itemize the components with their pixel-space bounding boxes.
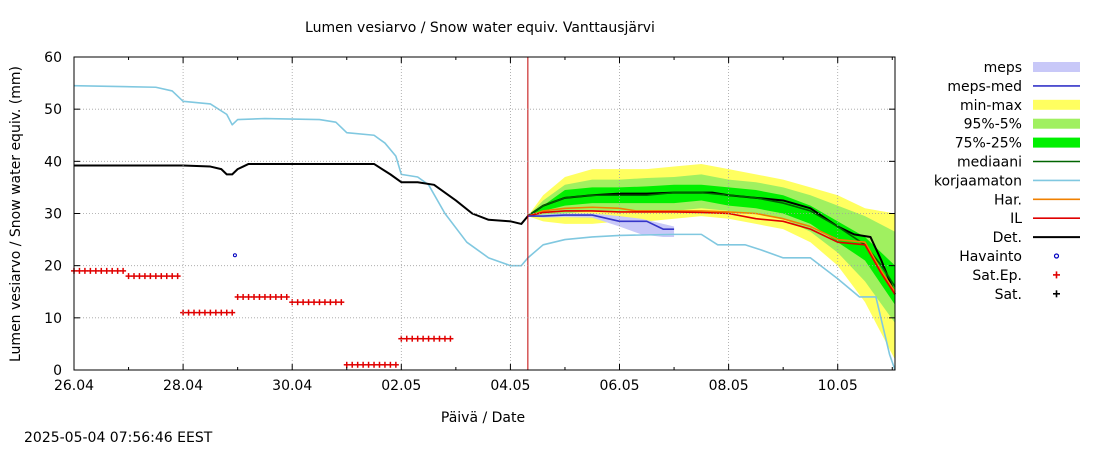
x-tick-label: 06.05	[599, 378, 639, 394]
legend-label: meps-med	[947, 79, 1022, 95]
legend-swatch	[1033, 137, 1080, 148]
legend-item-meps: meps	[984, 60, 1080, 76]
legend-label: 75%-25%	[955, 136, 1022, 152]
band-meps	[527, 213, 675, 237]
legend-item-har: Har.	[994, 192, 1080, 208]
x-tick-label: 26.04	[54, 378, 94, 394]
series-il	[527, 210, 896, 295]
series-meps-med	[527, 214, 675, 230]
legend-swatch	[1033, 62, 1080, 72]
legend-label: IL	[1010, 211, 1022, 227]
legend-label: Sat.Ep.	[972, 268, 1022, 284]
sat-ep-markers	[398, 335, 454, 342]
legend-item-sat: Sat.	[995, 287, 1060, 303]
legend-swatch	[1033, 118, 1080, 129]
legend-item-havainto: Havainto	[959, 249, 1060, 265]
legend-swatch	[1033, 99, 1080, 110]
legend-label: Sat.	[995, 287, 1022, 303]
band-p75-25	[527, 184, 895, 305]
series-det	[74, 162, 896, 295]
legend-item-p95-5: 95%-5%	[964, 117, 1080, 133]
legend-label: mediaani	[957, 155, 1022, 171]
sat-ep-markers	[71, 267, 127, 274]
legend-label: Havainto	[959, 249, 1022, 265]
sat-ep-markers	[343, 361, 399, 368]
x-tick-label: 30.04	[272, 378, 312, 394]
y-tick-label: 60	[44, 50, 62, 66]
x-axis-label: Päivä / Date	[441, 410, 525, 426]
sat-ep-markers	[234, 293, 290, 300]
legend: meps meps-med min-max 95%-5% 75%-25% mediaani…	[934, 60, 1080, 303]
legend-item-sat-ep: Sat.Ep.	[972, 268, 1060, 284]
sat-ep-markers	[125, 273, 181, 280]
y-tick-label: 50	[44, 102, 62, 118]
y-tick-label: 40	[44, 154, 62, 170]
x-tick-label: 08.05	[709, 378, 749, 394]
legend-label: meps	[984, 60, 1022, 76]
legend-swatch	[1053, 253, 1060, 259]
x-tick-label: 10.05	[818, 378, 858, 394]
legend-item-meps-med: meps-med	[947, 79, 1080, 95]
legend-item-korjaamaton: korjaamaton	[934, 173, 1080, 189]
sat-ep-markers	[180, 309, 236, 316]
legend-item-p75-25: 75%-25%	[955, 136, 1080, 152]
legend-item-det: Det.	[993, 230, 1080, 246]
legend-item-mediaani: mediaani	[957, 155, 1080, 171]
legend-item-il: IL	[1010, 211, 1080, 227]
x-tick-label: 02.05	[381, 378, 421, 394]
legend-item-min-max: min-max	[960, 98, 1080, 114]
timestamp: 2025-05-04 07:56:46 EEST	[24, 430, 213, 446]
y-tick-label: 20	[44, 259, 62, 275]
axes: 0 10 20 30 40 50 60 26.04 28.04 30.04 02.05 04.05 06…	[44, 50, 895, 394]
grid-lines	[74, 57, 895, 370]
legend-label: Det.	[993, 230, 1022, 246]
sat-ep-markers	[289, 299, 345, 306]
legend-label: korjaamaton	[934, 173, 1022, 189]
plot-area	[71, 57, 896, 371]
legend-label: Har.	[994, 192, 1022, 208]
y-tick-label: 10	[44, 311, 62, 327]
series-har	[527, 206, 896, 293]
series-mediaani	[527, 191, 896, 287]
legend-label: min-max	[960, 98, 1022, 114]
series-korjaamaton	[73, 84, 896, 371]
havainto-point	[232, 253, 237, 258]
x-tick-label: 04.05	[490, 378, 530, 394]
y-tick-label: 30	[44, 207, 62, 223]
x-tick-label: 28.04	[163, 378, 203, 394]
chart-title: Lumen vesiarvo / Snow water equiv. Vantt…	[305, 20, 655, 36]
legend-label: 95%-5%	[964, 117, 1022, 133]
y-axis-label: Lumen vesiarvo / Snow water equiv. (mm)	[8, 66, 24, 362]
y-tick-label: 0	[53, 363, 62, 379]
